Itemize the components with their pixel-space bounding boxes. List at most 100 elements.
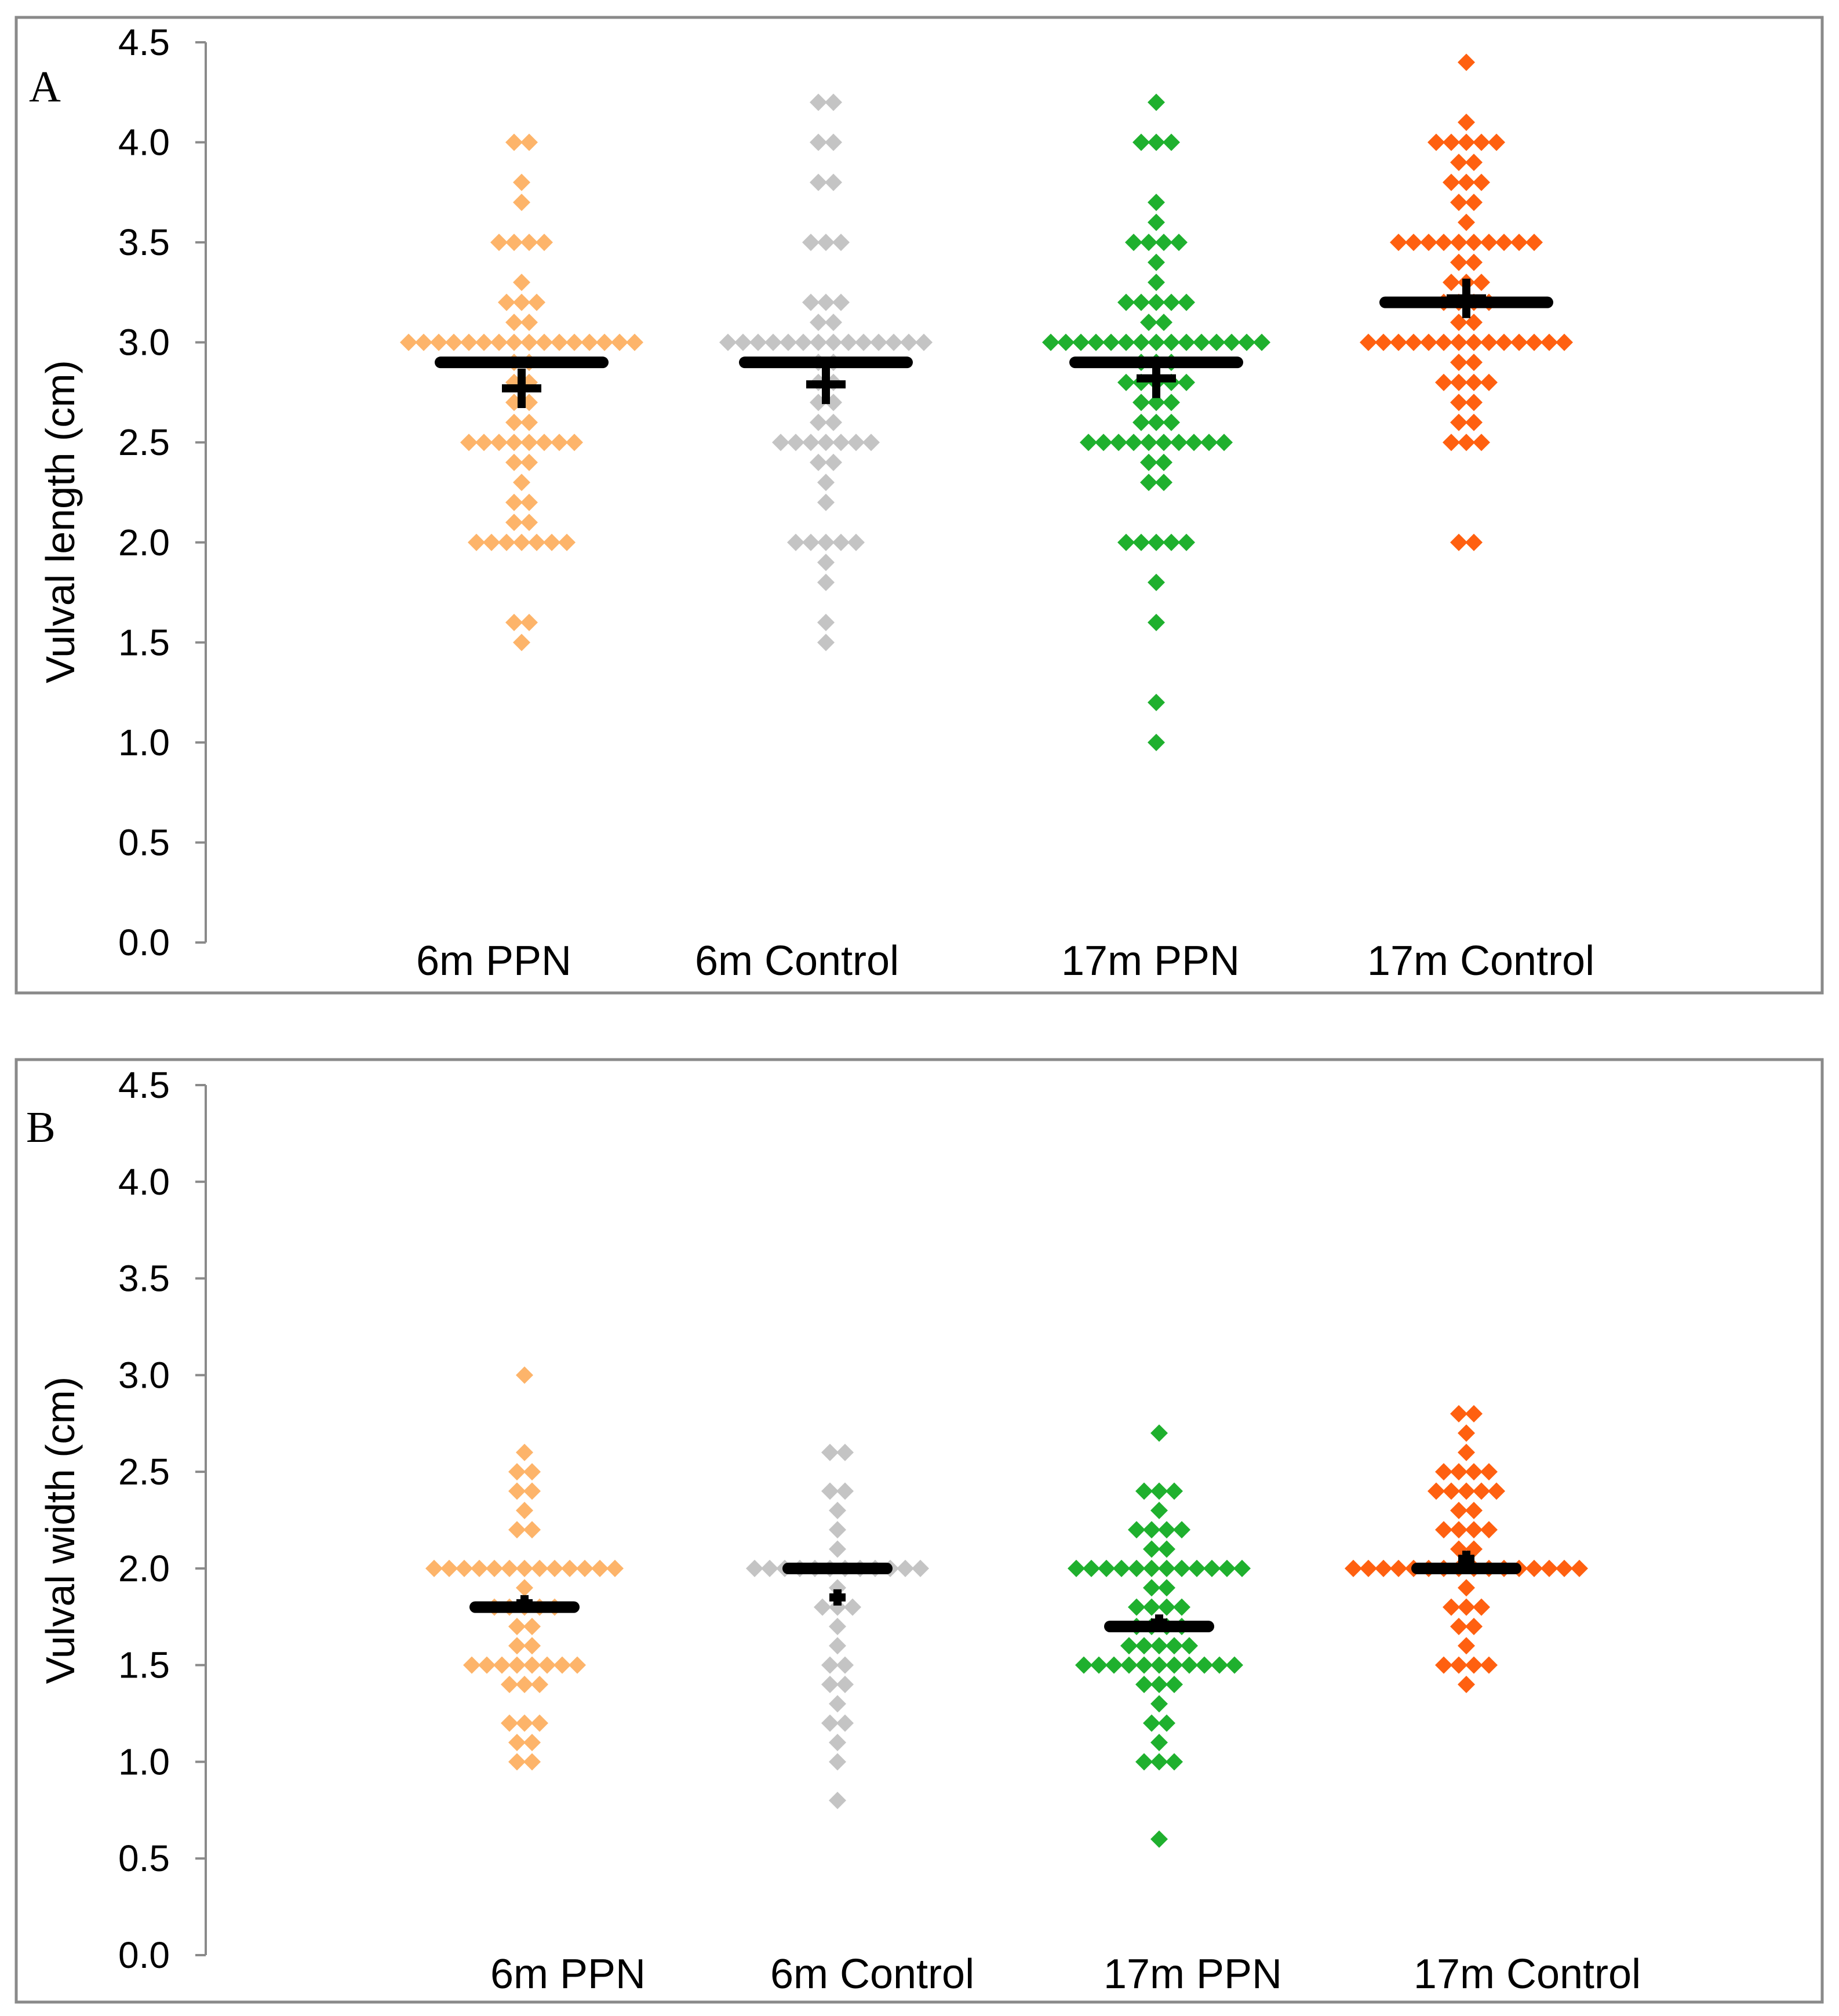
data-point [1443, 274, 1460, 292]
data-point [1143, 1714, 1160, 1732]
data-point [1450, 1617, 1467, 1635]
data-point [490, 333, 508, 351]
data-point [1473, 434, 1490, 452]
data-point [772, 434, 789, 452]
data-point [508, 1463, 526, 1481]
data-point [1117, 533, 1135, 551]
data-point [1166, 1482, 1183, 1500]
panel-b-category-label: 6m Control [770, 1951, 974, 1997]
data-point [817, 293, 835, 311]
data-point [1465, 1501, 1483, 1519]
data-point [1132, 293, 1150, 311]
data-point [513, 533, 530, 551]
data-point [468, 533, 485, 551]
data-point [528, 293, 545, 311]
data-point [508, 1482, 526, 1500]
data-point [536, 333, 553, 351]
panel-a-y-tick-label: 2.0 [118, 522, 170, 563]
data-point [1163, 133, 1180, 151]
panel-a-category-label: 17m Control [1367, 938, 1594, 984]
data-point [1128, 1598, 1145, 1616]
data-point [1390, 234, 1407, 252]
data-point [1488, 1482, 1505, 1500]
data-point [531, 1559, 548, 1577]
data-point [1473, 1482, 1490, 1500]
data-point [1211, 1656, 1228, 1674]
data-point [1218, 1559, 1236, 1577]
panel-a-summary-marks [435, 278, 1553, 409]
data-point [1158, 1714, 1175, 1732]
data-point [1465, 1656, 1483, 1674]
data-point [520, 613, 538, 631]
data-point [829, 1753, 846, 1771]
data-point [1148, 733, 1165, 751]
data-point [829, 1521, 846, 1539]
data-point [1480, 373, 1498, 391]
panel-a-category-label: 6m Control [695, 938, 899, 984]
data-point [501, 1714, 518, 1732]
data-point [566, 333, 583, 351]
data-point [1465, 1617, 1483, 1635]
data-point [1390, 333, 1407, 351]
data-point [501, 1559, 518, 1577]
panel-a-y-tick-label: 4.5 [118, 21, 170, 63]
data-point [1170, 434, 1188, 452]
data-point [1458, 133, 1475, 151]
data-point [795, 333, 812, 351]
data-point [1132, 413, 1150, 431]
data-point [1450, 1405, 1467, 1423]
data-point [810, 413, 827, 431]
data-point [1193, 333, 1210, 351]
data-point [817, 554, 835, 572]
data-point [1556, 333, 1573, 351]
data-point [513, 194, 530, 212]
data-point [520, 434, 538, 452]
data-point [1208, 333, 1225, 351]
data-point [1458, 53, 1475, 71]
data-point [1233, 1559, 1251, 1577]
data-point [787, 533, 804, 551]
data-point [460, 333, 478, 351]
data-point [802, 234, 820, 252]
data-point [1132, 394, 1150, 412]
data-point [1132, 133, 1150, 151]
data-point [1080, 434, 1097, 452]
data-point [1458, 1482, 1475, 1500]
data-point [516, 1676, 533, 1694]
data-point [508, 1734, 526, 1752]
data-point [900, 333, 917, 351]
data-point [1465, 373, 1483, 391]
data-point [1166, 1753, 1183, 1771]
panel-a-y-tick-label: 0.0 [118, 922, 170, 963]
data-point [817, 573, 835, 591]
data-point [1443, 133, 1460, 151]
data-point [483, 533, 500, 551]
data-point [520, 453, 538, 471]
panel-b-category-label: 17m PPN [1104, 1951, 1282, 1997]
data-point [531, 1676, 548, 1694]
data-point [1458, 114, 1475, 132]
panel-b-y-tick-label: 2.5 [118, 1451, 170, 1493]
data-point [1170, 234, 1188, 252]
data-point [817, 533, 835, 551]
data-point [543, 533, 560, 551]
data-point [1155, 474, 1172, 492]
data-point [513, 173, 530, 191]
data-point [1150, 1424, 1168, 1442]
data-point [1155, 434, 1172, 452]
data-point [505, 133, 523, 151]
data-point [425, 1559, 443, 1577]
data-point [1465, 354, 1483, 372]
data-point [445, 333, 463, 351]
data-point [832, 234, 850, 252]
data-point [1128, 1559, 1145, 1577]
data-point [1427, 133, 1445, 151]
data-point [1435, 1463, 1452, 1481]
data-point [1458, 1676, 1475, 1694]
data-point [591, 1559, 609, 1577]
data-point [1435, 1521, 1452, 1539]
panel-a-category-label: 17m PPN [1061, 938, 1240, 984]
data-point [810, 453, 827, 471]
data-point [1450, 234, 1467, 252]
data-point [516, 1501, 533, 1519]
